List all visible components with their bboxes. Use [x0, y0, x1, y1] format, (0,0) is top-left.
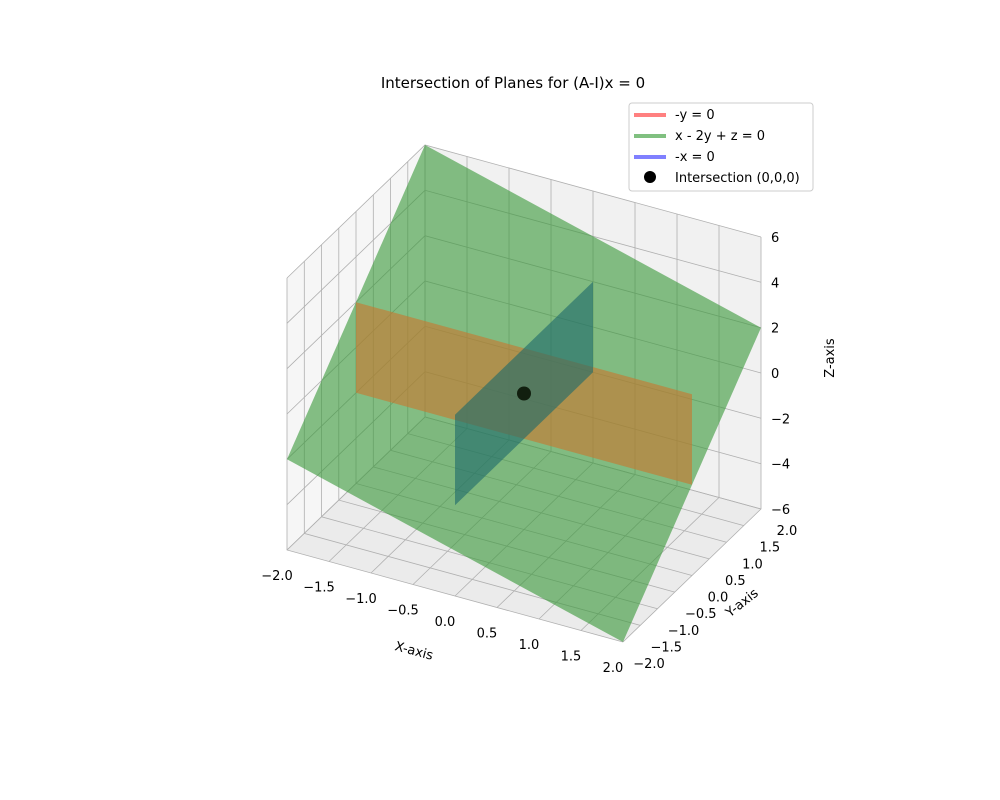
legend-label-y-plane: -y = 0	[675, 108, 715, 123]
z-tick-label-1: −4	[771, 458, 790, 473]
y-tick-label-3: −0.5	[685, 607, 717, 622]
y-tick-label-6: 1.0	[742, 557, 763, 572]
x-tick-label-3: −0.5	[387, 604, 419, 619]
x-tick-label-4: 0.0	[435, 615, 456, 630]
y-tick-label-5: 0.5	[725, 574, 746, 589]
z-tick-label-5: 4	[771, 276, 779, 291]
y-tick-label-1: −1.5	[651, 640, 683, 655]
z-tick-label-4: 2	[771, 322, 779, 337]
y-tick-label-4: 0.0	[708, 591, 729, 606]
y-tick-label-0: −2.0	[633, 657, 665, 672]
legend-label-intersection: Intersection (0,0,0)	[675, 171, 800, 186]
z-tick-label-6: 6	[771, 231, 779, 246]
x-axis-label: X-axis	[393, 639, 435, 664]
legend: -y = 0 x - 2y + z = 0 -x = 0 Intersectio…	[628, 102, 814, 192]
y-tick-label-2: −1.0	[668, 624, 700, 639]
y-tick-label-7: 1.5	[759, 541, 780, 556]
z-axis-label: Z-axis	[823, 338, 838, 378]
x-tick-label-8: 2.0	[603, 661, 624, 676]
chart-title: Intersection of Planes for (A-I)x = 0	[381, 74, 645, 92]
legend-label-xyz-plane: x - 2y + z = 0	[675, 129, 765, 144]
legend-label-x-plane: -x = 0	[675, 150, 715, 165]
z-tick-label-2: −2	[771, 412, 790, 427]
x-tick-label-0: −2.0	[261, 569, 293, 584]
legend-marker-intersection	[644, 171, 656, 183]
y-tick-label-8: 2.0	[777, 524, 798, 539]
tick-labels: −2.0−1.5−1.0−0.50.00.51.01.52.0 −2.0−1.5−…	[261, 231, 797, 676]
x-tick-label-2: −1.0	[345, 592, 377, 607]
intersection-points	[517, 386, 531, 401]
x-tick-label-6: 1.0	[519, 638, 540, 653]
legend-frame	[628, 102, 814, 192]
z-tick-label-3: 0	[771, 367, 779, 382]
z-tick-label-0: −6	[771, 503, 790, 518]
x-tick-label-5: 0.5	[477, 627, 498, 642]
intersection-point	[517, 386, 531, 401]
x-tick-label-7: 1.5	[561, 650, 582, 665]
x-tick-label-1: −1.5	[303, 581, 335, 596]
